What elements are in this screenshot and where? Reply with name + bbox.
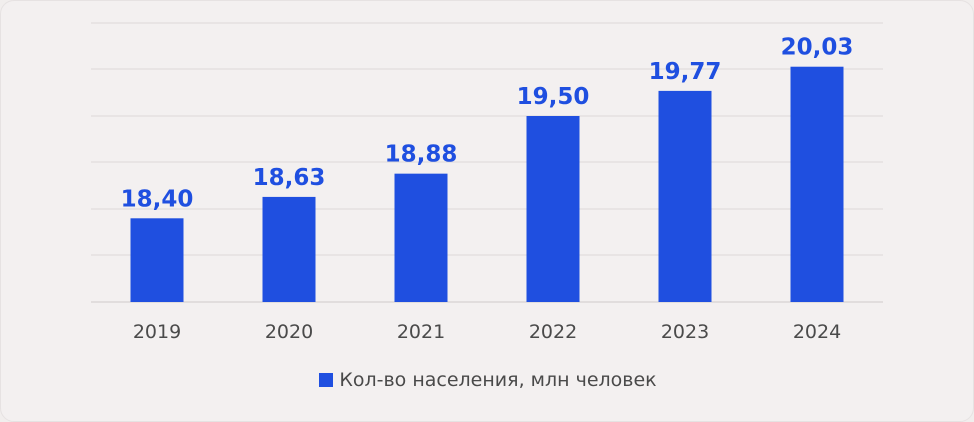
bar-2019	[130, 218, 184, 302]
bar-2021	[394, 173, 448, 302]
value-label-2021: 18,88	[385, 142, 458, 168]
x-tick-label-2022: 2022	[529, 321, 577, 343]
bar-2023	[658, 90, 712, 302]
x-tick-label-2020: 2020	[265, 321, 313, 343]
value-label-2020: 18,63	[253, 165, 326, 191]
x-tick-label-2019: 2019	[133, 321, 181, 343]
legend-swatch	[319, 373, 334, 387]
x-tick-label-2021: 2021	[397, 321, 445, 343]
value-label-2024: 20,03	[781, 35, 854, 61]
legend-label: Кол-во населения, млн человек	[339, 369, 657, 391]
legend: Кол-во населения, млн человек	[1, 369, 973, 391]
value-label-2019: 18,40	[121, 186, 194, 212]
bar-2024	[790, 66, 844, 303]
x-tick-label-2024: 2024	[793, 321, 841, 343]
value-label-2023: 19,77	[649, 59, 722, 85]
bar-2022	[526, 116, 580, 302]
x-tick-label-2023: 2023	[661, 321, 709, 343]
value-label-2022: 19,50	[517, 84, 590, 110]
bar-2020	[262, 196, 316, 302]
